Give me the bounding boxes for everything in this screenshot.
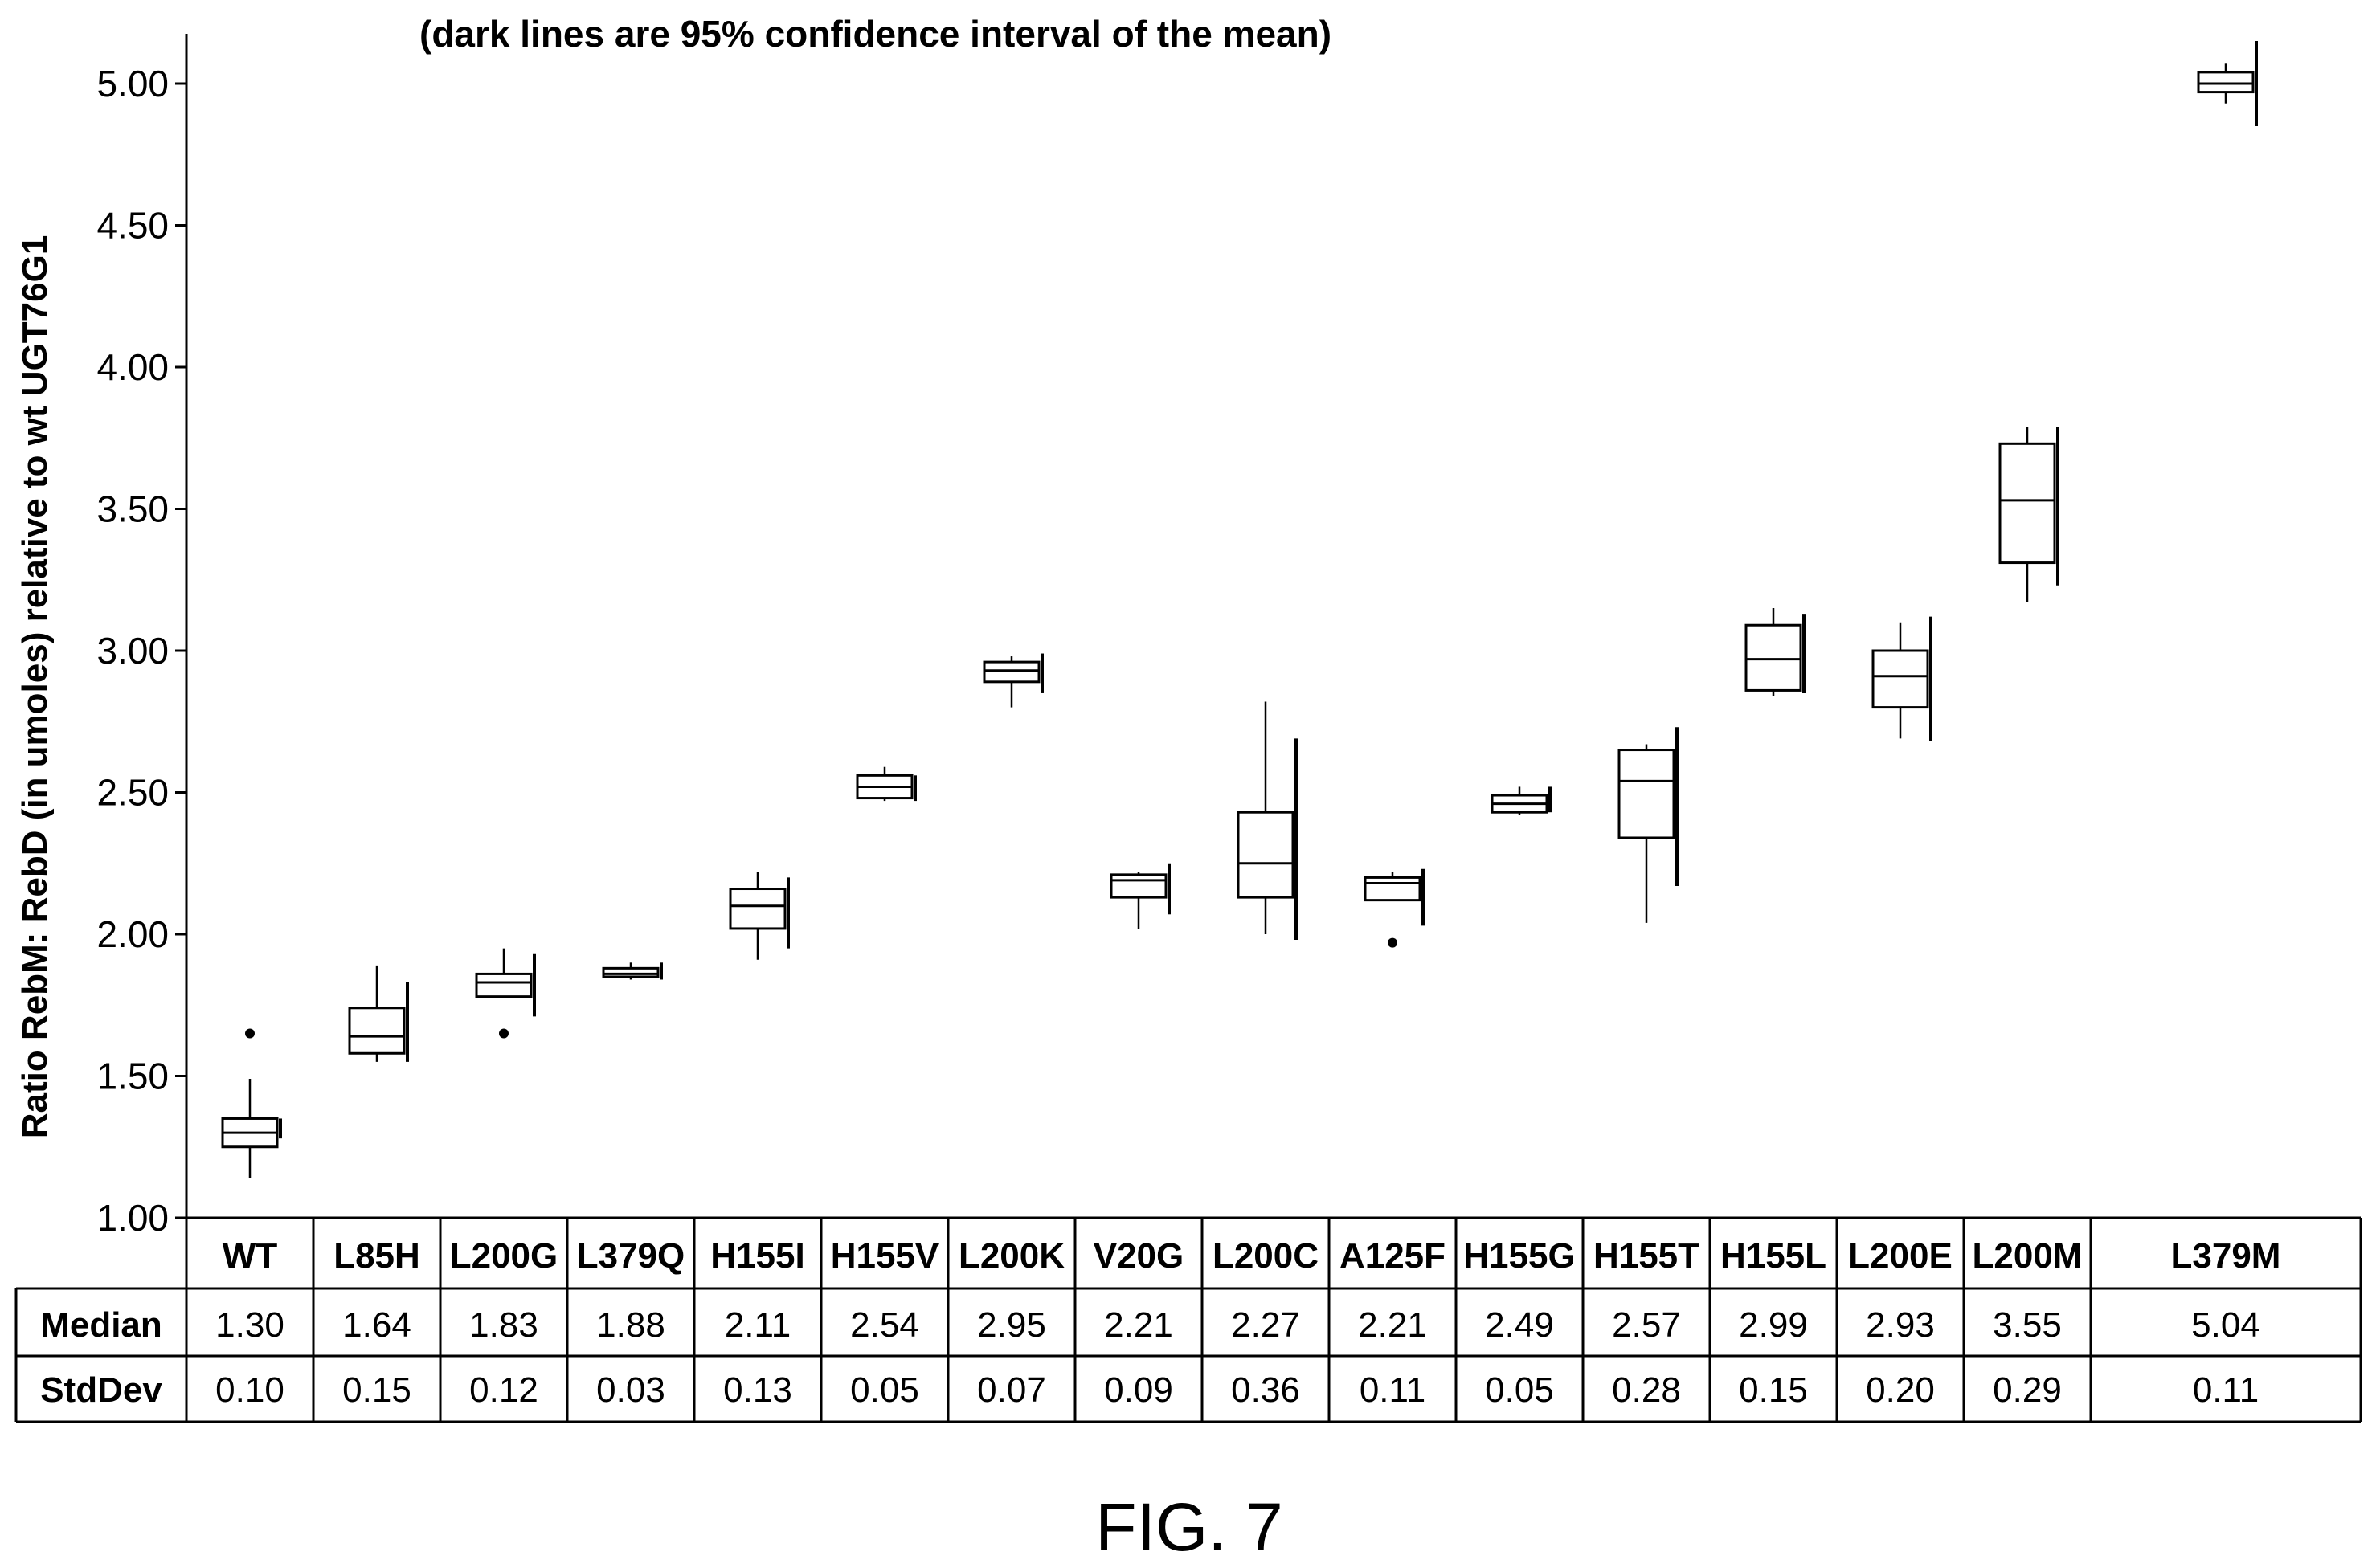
box-iqr [1110,873,1168,899]
table-cell-stddev: 0.28 [1612,1370,1681,1410]
table-cell-median: 5.04 [2191,1305,2260,1345]
box-h155v [856,766,917,802]
table-cell-stddev: 0.05 [850,1370,919,1410]
box-h155l [1744,608,1806,696]
y-tick-label: 2.00 [96,913,169,955]
category-label: A125F [1339,1236,1446,1276]
box-l200g [475,948,536,1039]
y-tick-label: 3.50 [96,488,169,530]
box-iqr [983,660,1041,684]
chart-annotation: (dark lines are 95% confidence interval … [419,13,1331,55]
box-h155t [1617,727,1679,923]
table-row-label-median: Median [40,1305,162,1345]
box-iqr [1998,442,2056,565]
y-tick-label: 1.50 [96,1056,169,1097]
table-cell-stddev: 0.15 [342,1370,411,1410]
table-cell-stddev: 0.11 [2193,1370,2259,1410]
table-cell-median: 2.95 [977,1305,1046,1345]
data-table: WT L85H L200G L379Q H155I H155V L200K V20G L200C… [14,1218,2362,1423]
box-iqr [475,972,533,998]
box-l200k [983,653,1044,708]
table-cell-median: 1.83 [469,1305,538,1345]
table-cell-stddev: 0.15 [1739,1370,1808,1410]
category-label: H155I [710,1236,804,1276]
table-cell-median: 2.11 [725,1305,791,1345]
category-label: H155V [831,1236,939,1276]
y-tick-label: 1.00 [96,1197,169,1239]
table-cell-median: 2.21 [1358,1305,1427,1345]
box-l200m [1998,427,2059,602]
y-tick-label: 2.50 [96,772,169,814]
table-cell-median: 1.30 [215,1305,284,1345]
box-a125f [1364,868,1425,948]
box-iqr [729,888,787,930]
category-label: L200K [959,1236,1065,1276]
table-cell-median: 2.49 [1485,1305,1554,1345]
box-l200c [1237,701,1298,941]
category-label: L85H [333,1236,420,1276]
table-cell-median: 1.88 [596,1305,665,1345]
box-iqr [1871,649,1929,709]
y-tick-label: 5.00 [96,63,169,104]
table-cell-median: 2.57 [1612,1305,1681,1345]
table-cell-stddev: 0.09 [1104,1370,1173,1410]
box-iqr [348,1007,406,1055]
category-label: WT [223,1236,278,1276]
table-row-label-stddev: StdDev [40,1370,162,1410]
table-cell-median: 2.54 [850,1305,919,1345]
table-cell-stddev: 0.10 [215,1370,284,1410]
table-cell-stddev: 0.29 [1993,1370,2062,1410]
y-tick-label: 4.50 [96,205,169,247]
box-h155i [729,872,790,960]
category-label: H155G [1463,1236,1575,1276]
category-label: H155L [1720,1236,1826,1276]
table-cell-median: 1.64 [342,1305,411,1345]
box-h155g [1491,786,1552,815]
box-l85h [348,965,409,1062]
box-iqr [1237,811,1294,899]
box-l379q [602,962,663,980]
figure-caption: FIG. 7 [1095,1489,1282,1565]
category-label: L200M [1973,1236,2083,1276]
table-cell-stddev: 0.07 [977,1370,1046,1410]
table-cell-median: 2.21 [1104,1305,1173,1345]
y-axis-label: Ratio RebM: RebD (in umoles) relative to… [15,235,55,1139]
table-cell-median: 2.93 [1866,1305,1935,1345]
table-cell-stddev: 0.13 [723,1370,792,1410]
box-iqr [602,966,660,978]
y-tick-label: 3.00 [96,630,169,672]
table-cell-stddev: 0.12 [469,1370,538,1410]
box-l379m [2197,41,2258,126]
outlier-point [499,1028,509,1039]
box-iqr [1364,876,1421,902]
category-label: L379M [2171,1236,2281,1276]
box-iqr [1617,749,1675,839]
y-tick-label: 4.00 [96,346,169,388]
table-cell-stddev: 0.03 [596,1370,665,1410]
table-cell-median: 2.27 [1231,1305,1300,1345]
plot-area: 1.00 1.50 2.00 2.50 3.00 3.50 4.00 4.50 5.00 [96,34,2361,1239]
box-v20g [1110,863,1171,929]
category-label: H155T [1593,1236,1699,1276]
category-label: L379Q [577,1236,685,1276]
table-cell-stddev: 0.20 [1866,1370,1935,1410]
table-cell-stddev: 0.36 [1231,1370,1300,1410]
table-cell-stddev: 0.11 [1360,1370,1425,1410]
table-cell-stddev: 0.05 [1485,1370,1554,1410]
category-label: L200G [450,1236,558,1276]
box-iqr [2197,71,2255,94]
category-label: V20G [1094,1236,1184,1276]
category-label: L200E [1848,1236,1953,1276]
box-l200e [1871,616,1932,741]
box-wt [221,1028,282,1178]
table-cell-median: 2.99 [1739,1305,1808,1345]
box-iqr [1744,623,1802,692]
table-cell-median: 3.55 [1993,1305,2062,1345]
outlier-point [1388,937,1397,948]
outlier-point [245,1028,255,1039]
category-label: L200C [1213,1236,1319,1276]
